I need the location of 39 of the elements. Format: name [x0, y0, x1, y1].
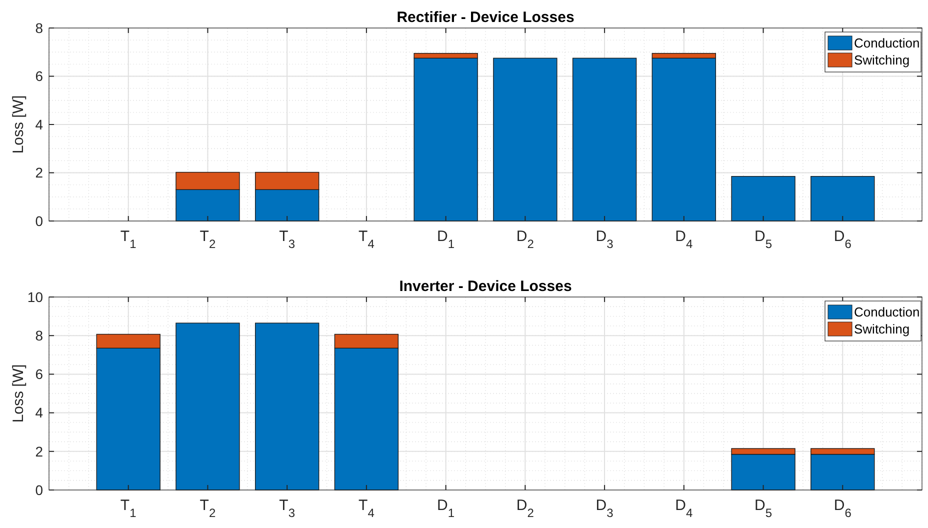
x-tick-label: T$_{1}$	[120, 228, 137, 251]
y-tick-label: 0	[35, 482, 44, 498]
x-tick-label: T$_{3}$	[279, 228, 296, 251]
x-tick-label: D$_{2}$	[516, 228, 534, 251]
y-axis-title: Loss [W]	[10, 364, 27, 423]
y-axis-title: Loss [W]	[10, 95, 27, 154]
x-tick-label: T$_{4}$	[358, 228, 375, 251]
y-tick-label: 10	[27, 288, 44, 305]
x-tick-label: T$_{3}$	[279, 497, 296, 520]
x-tick-label: D$_{1}$	[437, 228, 455, 251]
x-tick-label: D$_{6}$	[834, 497, 852, 520]
x-tick-label: T$_{2}$	[200, 497, 216, 520]
y-tick-label: 4	[35, 404, 44, 421]
x-tick-label: T$_{2}$	[200, 228, 216, 251]
x-tick-label: D$_{6}$	[834, 228, 852, 251]
chart-title: Rectifier - Device Losses	[396, 9, 574, 26]
legend-label: Switching	[854, 52, 910, 68]
legend-label: Conduction	[854, 36, 920, 51]
y-tick-label: 8	[35, 20, 44, 36]
x-tick-label: T$_{4}$	[358, 497, 375, 520]
y-tick-label: 0	[35, 212, 44, 229]
x-tick-label: T$_{1}$	[120, 497, 137, 520]
x-tick-label: D$_{1}$	[437, 497, 455, 520]
x-tick-label: D$_{3}$	[596, 228, 614, 251]
y-tick-label: 4	[35, 116, 44, 132]
x-tick-label: D$_{5}$	[754, 228, 772, 251]
legend-label: Conduction	[854, 304, 920, 320]
y-tick-label: 6	[35, 366, 44, 382]
y-tick-label: 2	[35, 443, 44, 460]
x-tick-label: D$_{4}$	[675, 228, 693, 251]
x-tick-label: D$_{2}$	[516, 497, 534, 520]
y-tick-label: 8	[35, 328, 44, 344]
y-tick-label: 2	[35, 164, 44, 181]
x-tick-label: D$_{4}$	[675, 497, 693, 520]
y-tick-label: 6	[35, 68, 44, 84]
x-tick-label: D$_{3}$	[596, 497, 614, 520]
x-tick-label: D$_{5}$	[754, 497, 772, 520]
legend-label: Switching	[854, 322, 910, 337]
chart-title: Inverter - Device Losses	[399, 278, 572, 295]
